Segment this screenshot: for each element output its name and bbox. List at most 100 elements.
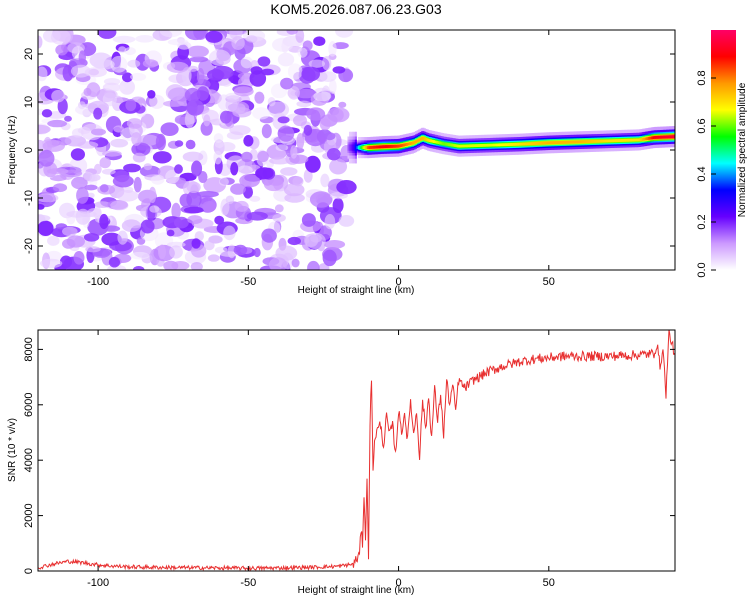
noise-blob <box>319 71 337 82</box>
noise-blob <box>38 204 45 210</box>
noise-blob <box>230 162 239 176</box>
noise-blob <box>208 49 231 66</box>
ridge-cell <box>619 139 622 142</box>
noise-blob <box>62 64 74 82</box>
ridge-cell <box>385 145 387 149</box>
ridge-cell <box>391 144 393 148</box>
noise-blob <box>133 176 142 193</box>
ridge-cell <box>404 143 407 147</box>
noise-blob <box>329 158 348 175</box>
ridge-cell <box>350 144 353 151</box>
ridge-cell <box>532 142 535 145</box>
noise-blob <box>249 70 267 87</box>
ridge-cell <box>523 142 526 146</box>
noise-blob <box>174 216 189 229</box>
ridge-cell <box>643 137 646 141</box>
noise-blob <box>252 107 271 120</box>
noise-blob <box>85 246 101 253</box>
ridge-cell <box>632 138 635 142</box>
ridge-cell <box>593 139 596 143</box>
ridge-cell <box>412 141 414 145</box>
ridge-cell <box>469 144 472 148</box>
noise-blob <box>77 126 91 135</box>
noise-blob <box>41 109 53 118</box>
noise-blob <box>47 119 67 128</box>
ridge-cell <box>656 135 659 139</box>
noise-blob <box>200 120 213 136</box>
noise-blob <box>87 192 95 199</box>
snr-plot-area <box>38 330 675 571</box>
ridge-cell <box>568 140 571 144</box>
snr-panel: -100 -50 0 50 0 2000 4000 6000 8000 Height of s… <box>7 329 676 596</box>
noise-blob <box>167 38 189 46</box>
ridge-cell <box>359 146 362 150</box>
colorbar-label: Normalized spectral amplitude <box>737 82 748 217</box>
ridge-cell <box>367 146 369 150</box>
snr-series-line <box>38 330 675 571</box>
ridge-cell <box>524 142 527 146</box>
ridge-cell <box>410 141 413 145</box>
ridge-cell <box>376 145 378 149</box>
ridge-cell <box>347 144 350 151</box>
noise-blob <box>326 148 341 161</box>
noise-blob <box>148 186 157 204</box>
ridge-cell <box>409 142 411 146</box>
noise-blob <box>308 59 325 68</box>
noise-blob <box>38 124 51 134</box>
noise-blob <box>39 258 63 269</box>
ridge-cell <box>415 140 417 144</box>
ridge-cell <box>511 143 514 146</box>
noise-blob <box>275 144 289 152</box>
spectrogram-x-tick-label: -50 <box>240 276 256 288</box>
snr-y-tick-label: 6000 <box>23 393 35 417</box>
ridge-cell <box>583 140 586 144</box>
ridge-cell <box>629 138 632 142</box>
ridge-cell <box>670 135 673 139</box>
noise-blob <box>117 230 128 245</box>
noise-blob <box>155 133 166 151</box>
noise-blob <box>50 175 67 182</box>
noise-blob <box>257 56 271 67</box>
ridge-cell <box>574 140 577 144</box>
noise-blob <box>319 118 331 131</box>
snr-frame <box>37 329 676 572</box>
noise-blob <box>135 35 155 43</box>
ridge-cell <box>355 144 357 151</box>
ridge-cell <box>389 144 392 148</box>
noise-blob <box>83 233 100 242</box>
ridge-cell <box>485 143 488 147</box>
ridge-cell <box>452 143 455 147</box>
ridge-cell <box>611 139 614 143</box>
ridge-cell <box>631 138 634 142</box>
ridge-cell <box>428 139 431 143</box>
ridge-cell <box>370 146 372 149</box>
ridge-cell <box>553 141 556 145</box>
noise-blob <box>191 160 203 177</box>
noise-blob <box>283 183 305 197</box>
noise-blob <box>301 66 321 82</box>
snr-ylabel: SNR (10 * v/v) <box>7 418 18 482</box>
colorbar-tick-label: 0.2 <box>696 214 708 229</box>
snr-xlabel: Height of straight line (km) <box>298 585 415 596</box>
noise-blob <box>228 75 240 84</box>
ridge-cell <box>457 144 460 148</box>
noise-blob <box>305 232 326 249</box>
noise-blob <box>99 213 109 230</box>
noise-blob <box>187 215 203 225</box>
ridge-cell <box>547 141 550 145</box>
ridge-cell <box>563 140 566 144</box>
ridge-cell <box>641 137 644 141</box>
noise-blob <box>103 78 121 86</box>
noise-blob <box>132 266 145 270</box>
ridge-cell <box>650 136 653 140</box>
noise-blob <box>190 262 203 270</box>
ridge-cell <box>668 135 671 139</box>
ridge-cell <box>592 139 595 143</box>
noise-blob <box>93 163 102 175</box>
ridge-cell <box>533 142 536 145</box>
spectrogram-x-ticks: -100 -50 0 50 <box>87 30 555 288</box>
noise-blob <box>233 86 254 97</box>
noise-blob <box>66 210 89 218</box>
ridge-cell <box>571 140 574 144</box>
